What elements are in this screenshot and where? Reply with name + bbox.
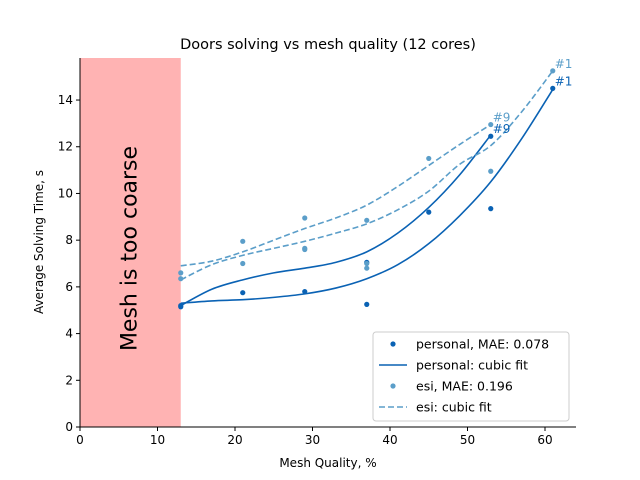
data-point-esi-12 (488, 168, 494, 174)
data-point-personal-2 (240, 290, 246, 296)
data-point-esi-10 (426, 155, 432, 162)
fit-curve-esi-upper (180, 123, 492, 267)
data-point-personal-7 (488, 133, 494, 139)
data-point-esi-11 (488, 121, 494, 128)
x-tick-label: 0 (76, 433, 84, 447)
legend-label: personal: cubic fit (416, 358, 528, 373)
data-point-esi-13 (550, 68, 556, 74)
data-point-personal-3 (302, 288, 308, 295)
y-axis-label: Average Solving Time, s (32, 170, 46, 314)
fit-layer (180, 70, 554, 307)
legend: personal, MAE: 0.078 personal: cubic fit e… (372, 331, 570, 422)
legend-marker (390, 383, 396, 389)
point-annotation: #9 (493, 111, 511, 125)
data-point-esi-3 (240, 260, 246, 267)
y-tick-label: 10 (58, 186, 73, 200)
legend-label: esi, MAE: 0.196 (416, 379, 513, 394)
x-tick-label: 30 (305, 433, 320, 447)
point-annotation: #1 (555, 74, 573, 88)
legend-label: personal, MAE: 0.078 (416, 337, 549, 352)
x-axis-label: Mesh Quality, % (279, 456, 376, 470)
data-point-esi-7 (364, 217, 370, 223)
fit-curve-personal-lower (180, 89, 554, 305)
data-point-esi-6 (302, 246, 308, 253)
data-point-esi-4 (302, 215, 308, 221)
region-layer: Mesh is too coarse (80, 58, 181, 427)
point-annotation: #1 (555, 57, 573, 71)
x-tick-label: 50 (460, 433, 475, 447)
y-tick-label: 14 (58, 93, 73, 107)
legend-marker (390, 341, 396, 347)
coarse-mesh-region (80, 58, 181, 427)
legend-label: esi: cubic fit (416, 400, 492, 415)
x-tick-label: 40 (382, 433, 397, 447)
data-point-personal-8 (488, 206, 494, 212)
legend-box (372, 331, 570, 422)
fit-curve-esi-lower (180, 70, 554, 281)
y-tick-label: 2 (65, 373, 73, 387)
y-tick-label: 4 (65, 327, 73, 341)
data-point-esi-9 (364, 265, 370, 271)
axis-layer: 0 10 20 30 40 50 60 0 2 4 6 8 10 12 14 (58, 58, 576, 447)
x-tick-label: 10 (150, 433, 165, 447)
x-tick-label: 20 (227, 433, 242, 447)
data-point-personal-5 (364, 301, 370, 307)
data-point-esi-8 (364, 260, 370, 267)
point-layer (178, 68, 556, 310)
y-tick-label: 0 (65, 420, 73, 434)
fit-curve-personal-upper (180, 134, 492, 307)
y-tick-label: 12 (58, 140, 73, 154)
data-point-personal-1 (178, 304, 184, 310)
annotation-layer: #1 #9 #1 #9 (493, 57, 573, 136)
data-point-esi-0 (178, 270, 184, 276)
data-point-personal-6 (426, 209, 432, 215)
data-point-esi-1 (178, 276, 184, 282)
data-point-esi-2 (240, 238, 246, 244)
x-tick-label: 60 (537, 433, 552, 447)
data-point-personal-9 (550, 85, 556, 91)
coarse-mesh-region-label: Mesh is too coarse (117, 146, 142, 351)
chart-title: Doors solving vs mesh quality (12 cores) (180, 37, 476, 53)
y-tick-label: 8 (65, 233, 73, 247)
y-tick-label: 6 (65, 280, 73, 294)
point-annotation: #9 (493, 122, 511, 136)
